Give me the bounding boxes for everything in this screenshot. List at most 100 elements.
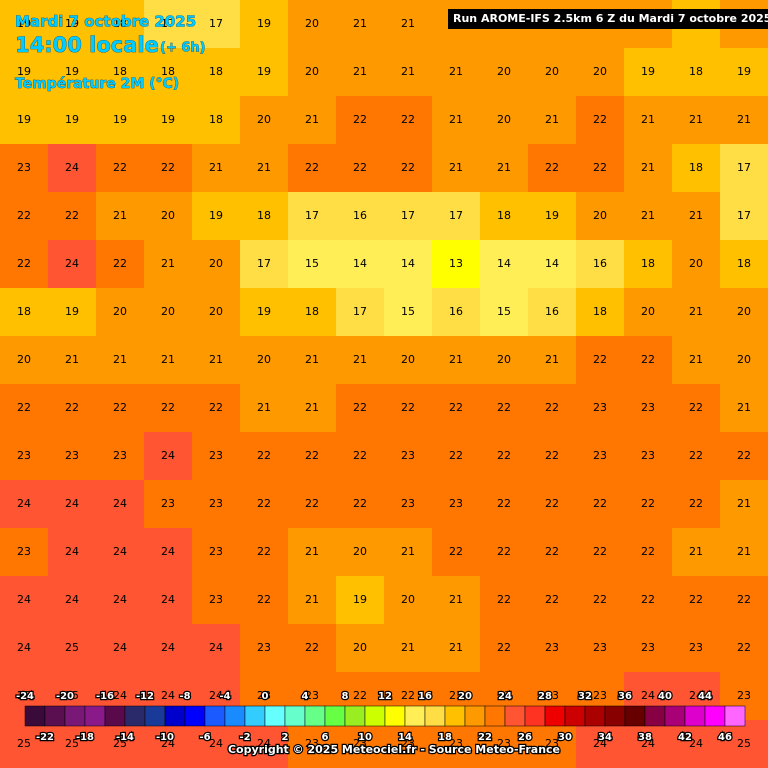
cell-value: 20 bbox=[353, 641, 367, 654]
cell-value: 24 bbox=[593, 737, 607, 750]
cell-value: 18 bbox=[161, 65, 175, 78]
legend-box bbox=[364, 705, 386, 727]
field-cell bbox=[528, 96, 577, 145]
cell-value: 22 bbox=[641, 497, 655, 510]
field-cell bbox=[672, 432, 721, 481]
field-cell bbox=[672, 576, 721, 625]
field-cell bbox=[288, 384, 337, 433]
cell-value: 23 bbox=[593, 449, 607, 462]
field-cell bbox=[624, 288, 673, 337]
field-cell bbox=[624, 576, 673, 625]
cell-value: 22 bbox=[353, 161, 367, 174]
cell-value: 20 bbox=[353, 545, 367, 558]
field-cell bbox=[192, 576, 241, 625]
field-cell bbox=[672, 480, 721, 529]
field-cell bbox=[576, 720, 625, 768]
field-cell bbox=[720, 144, 768, 193]
cell-value: 22 bbox=[737, 449, 751, 462]
field-cell bbox=[48, 240, 97, 289]
legend-label: -18 bbox=[76, 732, 94, 743]
cell-value: 22 bbox=[449, 401, 463, 414]
field-cell bbox=[0, 384, 49, 433]
cell-value: 24 bbox=[65, 545, 79, 558]
field-cell bbox=[384, 144, 433, 193]
field-cell bbox=[0, 48, 49, 97]
field-cell bbox=[384, 96, 433, 145]
field-cell bbox=[48, 192, 97, 241]
cell-value: 24 bbox=[65, 257, 79, 270]
field-cell bbox=[240, 480, 289, 529]
legend-label: -10 bbox=[156, 732, 174, 743]
cell-value: 20 bbox=[689, 257, 703, 270]
field-cell bbox=[96, 576, 145, 625]
field-cell bbox=[240, 576, 289, 625]
cell-value: 15 bbox=[401, 305, 415, 318]
legend-box bbox=[504, 705, 526, 727]
field-cell bbox=[672, 144, 721, 193]
field-cell bbox=[384, 192, 433, 241]
cell-value: 18 bbox=[209, 65, 223, 78]
cell-value: 21 bbox=[209, 161, 223, 174]
field-cell bbox=[528, 384, 577, 433]
cell-value: 24 bbox=[641, 689, 655, 702]
field-cell bbox=[192, 144, 241, 193]
cell-value: 20 bbox=[305, 17, 319, 30]
cell-value: 20 bbox=[497, 65, 511, 78]
cell-value: 23 bbox=[497, 737, 511, 750]
cell-value: 23 bbox=[401, 497, 415, 510]
field-cell bbox=[720, 240, 768, 289]
legend-box bbox=[444, 705, 466, 727]
cell-value: 22 bbox=[353, 401, 367, 414]
field-cell bbox=[384, 240, 433, 289]
cell-value: 23 bbox=[497, 689, 511, 702]
legend-label: -6 bbox=[199, 732, 210, 743]
legend-label: 22 bbox=[478, 732, 492, 743]
field-cell bbox=[432, 624, 481, 673]
field-cell bbox=[240, 96, 289, 145]
legend-box bbox=[84, 705, 106, 727]
cell-value: 24 bbox=[161, 689, 175, 702]
cell-value: 20 bbox=[593, 65, 607, 78]
legend-box bbox=[704, 705, 726, 727]
field-cell bbox=[144, 576, 193, 625]
cell-value: 22 bbox=[401, 401, 415, 414]
legend-box bbox=[304, 705, 326, 727]
field-cell bbox=[528, 288, 577, 337]
field-cell bbox=[528, 480, 577, 529]
field-cell bbox=[528, 240, 577, 289]
field-cell bbox=[480, 96, 529, 145]
field-cell bbox=[432, 144, 481, 193]
cell-value: 24 bbox=[113, 545, 127, 558]
field-cell bbox=[0, 336, 49, 385]
cell-value: 22 bbox=[545, 449, 559, 462]
field-cell bbox=[720, 384, 768, 433]
cell-value: 22 bbox=[209, 401, 223, 414]
cell-value: 21 bbox=[401, 641, 415, 654]
legend-box bbox=[264, 705, 286, 727]
field-cell bbox=[672, 192, 721, 241]
cell-value: 24 bbox=[209, 689, 223, 702]
cell-value: 18 bbox=[257, 209, 271, 222]
cell-value: 22 bbox=[449, 449, 463, 462]
cell-value: 22 bbox=[161, 401, 175, 414]
cell-value: 23 bbox=[545, 737, 559, 750]
field-cell bbox=[192, 336, 241, 385]
field-cell bbox=[144, 528, 193, 577]
cell-value: 22 bbox=[593, 113, 607, 126]
cell-value: 24 bbox=[161, 593, 175, 606]
cell-value: 18 bbox=[17, 305, 31, 318]
cell-value: 21 bbox=[689, 113, 703, 126]
legend-box bbox=[124, 705, 146, 727]
cell-value: 18 bbox=[305, 305, 319, 318]
field-cell bbox=[288, 720, 337, 768]
cell-value: 17 bbox=[737, 209, 751, 222]
legend-label: 6 bbox=[322, 732, 329, 743]
field-cell bbox=[336, 48, 385, 97]
legend-label: 42 bbox=[678, 732, 692, 743]
cell-value: 22 bbox=[497, 593, 511, 606]
cell-value: 22 bbox=[305, 449, 319, 462]
cell-value: 19 bbox=[113, 113, 127, 126]
legend-box bbox=[204, 705, 226, 727]
cell-value: 22 bbox=[305, 641, 319, 654]
